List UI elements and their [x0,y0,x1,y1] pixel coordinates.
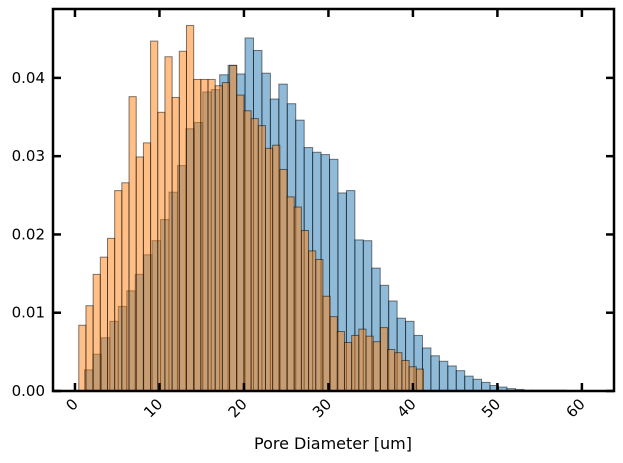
x-tick-label: 50 [478,395,504,421]
bar-series-1-bin-43 [438,360,449,392]
bar-series-2-bin-7 [121,182,130,392]
bar-series-1-bin-42 [430,355,440,392]
bar-series-2-bin-28 [272,144,281,392]
bar-series-2-bin-10 [142,142,152,392]
bar-series-2-bin-43 [379,327,389,392]
x-axis-label: Pore Diameter [um] [254,434,412,453]
bar-series-2-bin-44 [387,349,396,392]
bar-series-2-bin-46 [401,359,410,392]
bar-series-2-bin-30 [286,196,295,392]
bar-series-2-bin-23 [236,94,245,392]
bar-series-2-bin-33 [308,250,317,392]
bar-series-2-bin-1 [78,324,87,392]
bar-series-2-bin-24 [243,110,252,392]
bar-series-2-bin-39 [351,334,360,392]
y-tick-label: 0.01 [12,304,45,322]
bar-series-2-bin-14 [171,96,180,392]
bar-series-2-bin-36 [329,316,338,392]
bar-series-2-bin-29 [279,168,288,392]
bar-series-2-bin-2 [85,305,94,392]
x-tick-label: 30 [309,395,335,421]
bar-series-1-bin-48 [481,381,491,392]
bar-series-2-bin-41 [365,335,374,392]
x-tick-label: 0 [62,395,81,414]
bar-series-2-bin-12 [157,111,166,392]
x-tick-label: 20 [225,395,251,421]
bar-series-2-bin-18 [200,78,209,392]
x-tick-label: 40 [394,395,420,421]
bar-series-2-bin-45 [394,352,403,392]
bar-series-1-bin-46 [464,375,474,392]
bar-series-2-bin-13 [164,56,173,392]
bar-series-2-bin-26 [257,125,266,392]
bar-series-2-bin-22 [229,64,238,392]
bar-series-2-bin-6 [114,190,123,392]
bar-series-2-bin-25 [250,118,259,392]
bar-series-2-bin-3 [92,273,101,392]
bar-series-1-bin-44 [447,365,457,392]
bar-series-2-bin-20 [214,85,223,392]
bar-series-2-bin-17 [193,78,202,392]
bar-series-2-bin-4 [99,256,108,392]
histogram-bars [78,24,567,392]
bar-series-2-bin-19 [207,78,216,392]
bar-series-1-bin-47 [472,378,483,392]
plot-frame [51,7,616,393]
x-tick-label: 10 [140,395,166,421]
bar-series-2-bin-31 [293,206,302,392]
bar-series-2-bin-48 [415,368,424,392]
bar-series-2-bin-9 [135,156,144,392]
bar-series-2-bin-16 [185,24,195,392]
y-tick-label: 0.04 [12,69,45,87]
bar-series-2-bin-34 [315,258,324,392]
y-tick-label: 0.03 [12,147,45,165]
bar-series-2-bin-38 [343,341,353,392]
bar-series-1-bin-45 [455,370,466,392]
bar-series-2-bin-35 [322,295,331,392]
x-tick-label: 60 [562,395,588,421]
bar-series-2-bin-15 [178,50,187,392]
bar-series-2-bin-40 [358,328,367,392]
bar-series-2-bin-5 [106,237,116,392]
y-tick-label: 0.02 [12,225,45,243]
bar-series-2-bin-21 [221,82,231,392]
bar-series-2-bin-32 [300,230,310,392]
bar-series-2-bin-42 [372,341,381,392]
bar-series-2-bin-11 [150,40,159,392]
bar-series-2-bin-37 [336,331,345,392]
bar-series-2-bin-27 [264,147,274,392]
y-tick-label: 0.00 [12,382,45,400]
bar-series-2-bin-8 [128,96,137,392]
